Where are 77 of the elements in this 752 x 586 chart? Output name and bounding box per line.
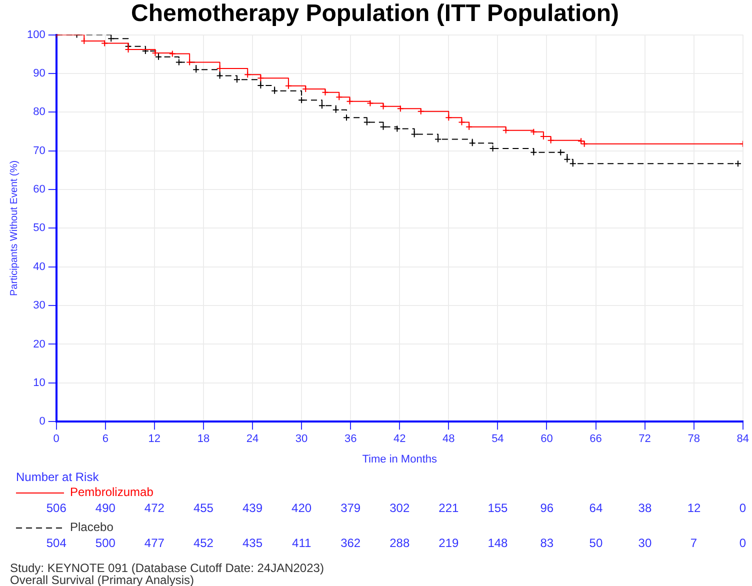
point <box>363 118 370 126</box>
point <box>530 128 538 136</box>
y-tick-label: 90 <box>33 68 46 80</box>
x-tick-label: 60 <box>540 433 553 446</box>
x-tick-label: 30 <box>295 433 308 446</box>
y-tick-label: 20 <box>33 338 46 350</box>
text: 504 500 477 452 435 411 362 288 219 148 83 50 30 7 0 <box>46 536 746 550</box>
point <box>445 114 452 122</box>
point <box>322 88 329 96</box>
x-tick-label: 66 <box>590 433 602 446</box>
point <box>257 82 264 89</box>
point <box>468 140 476 147</box>
x-tick-label: 24 <box>246 433 259 446</box>
y-tick-label: 70 <box>33 144 46 157</box>
point <box>346 98 354 105</box>
point <box>578 138 585 145</box>
point <box>101 40 108 47</box>
point <box>417 108 424 115</box>
x-tick-label: 6 <box>102 433 108 446</box>
x-tick-label: 72 <box>638 433 651 446</box>
point <box>380 123 387 130</box>
x-axis-title: Time in Months <box>362 453 438 466</box>
text: Study: KEYNOTE 091 (Database Cutoff Date: 24JAN2023) <box>10 561 324 575</box>
y-tick-label: 100 <box>26 28 46 41</box>
point <box>168 50 176 58</box>
x-tick-label: 42 <box>393 433 406 446</box>
x-tick-label: 12 <box>148 433 161 446</box>
point <box>186 58 194 66</box>
point <box>257 74 264 82</box>
y-axis-title: Participants Without Event (%) <box>8 160 20 296</box>
y-tick-label: 80 <box>33 106 46 118</box>
y-tick-label: 50 <box>33 222 46 234</box>
point <box>434 136 442 143</box>
point <box>318 102 326 110</box>
point <box>332 106 340 114</box>
x-tick-label: 48 <box>442 433 455 446</box>
legend-label: Pembrolizumab <box>70 485 154 499</box>
point <box>366 100 374 107</box>
x-tick-label: 84 <box>736 433 750 446</box>
point <box>466 123 473 130</box>
y-tick-label: 0 <box>39 416 46 428</box>
legend-label: Placebo <box>70 520 114 534</box>
y-tick-label: 60 <box>33 184 46 196</box>
y-tick-label: 40 <box>33 260 46 273</box>
point <box>298 96 306 104</box>
point <box>284 82 292 90</box>
x-tick-label: 0 <box>53 433 60 446</box>
chart-title: Chemotherapy Population (ITT Population) <box>131 0 619 28</box>
point <box>216 72 224 80</box>
point <box>336 94 343 101</box>
point <box>380 102 387 110</box>
x-tick-label: 18 <box>197 433 210 446</box>
point <box>458 118 466 126</box>
point <box>530 148 538 156</box>
point <box>394 125 401 132</box>
point <box>557 148 564 156</box>
text: Number at Risk <box>16 470 99 484</box>
y-tick-label: 30 <box>33 300 46 312</box>
x-tick-label: 36 <box>344 433 357 446</box>
point <box>271 87 278 94</box>
point <box>244 71 252 78</box>
point <box>192 66 200 74</box>
point <box>175 58 182 66</box>
point <box>396 105 404 112</box>
point <box>580 140 588 148</box>
text: 506 490 472 455 439 420 379 302 221 155 96 64 38 12 0 <box>46 501 746 515</box>
point <box>734 160 742 168</box>
point <box>502 126 510 134</box>
point <box>342 114 350 122</box>
x-tick-label: 78 <box>688 433 700 446</box>
point <box>410 130 418 138</box>
point <box>108 35 115 42</box>
point <box>142 48 149 55</box>
x-tick-label: 54 <box>492 433 504 446</box>
y-tick-label: 10 <box>33 376 46 389</box>
point <box>547 136 554 144</box>
point <box>233 76 240 84</box>
